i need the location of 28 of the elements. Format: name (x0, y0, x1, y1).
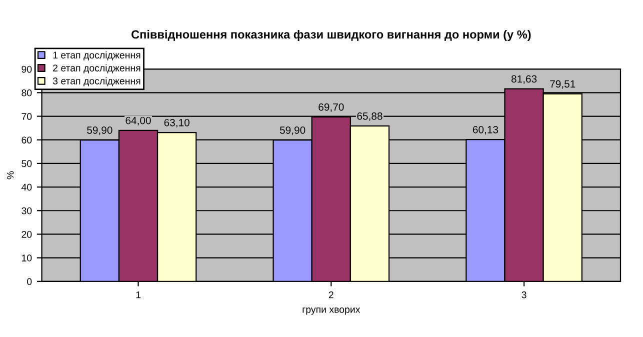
data-label: 59,90 (87, 126, 112, 136)
x-axis-title: групи хворих (302, 308, 360, 315)
y-tick-label: 20 (22, 230, 32, 238)
y-axis-title: % (6, 171, 14, 180)
x-tick-label: 2 (328, 291, 334, 298)
chart-title: Співвідношення показника фази швидкого вигнання до норми (у %) (131, 30, 531, 41)
legend-label: 2 етап дослідження (53, 64, 140, 74)
data-label: 69,70 (318, 103, 344, 112)
y-tick-label: 90 (22, 66, 32, 73)
data-label: 79,51 (550, 80, 576, 89)
y-tick-label: 40 (21, 184, 32, 191)
data-label: 65,88 (357, 112, 382, 121)
legend-label: 1 етап дослідження (53, 51, 140, 60)
y-tick-label: 50 (22, 160, 32, 168)
y-tick-label: 30 (22, 207, 32, 214)
legend-label: 3 етап дослідження (52, 77, 140, 86)
y-tick-label: 0 (27, 278, 32, 286)
y-tick-label: 80 (22, 89, 32, 96)
y-tick-label: 10 (22, 254, 32, 262)
data-label: 81,63 (511, 75, 537, 84)
x-tick-label: 3 (522, 291, 526, 298)
data-label: 63,10 (164, 118, 190, 128)
x-tick-label: 1 (136, 291, 140, 298)
y-tick-label: 70 (22, 113, 32, 120)
data-label: 60,13 (472, 126, 498, 135)
y-tick-label: 60 (22, 136, 32, 144)
data-label: 64,00 (126, 116, 151, 126)
data-label: 59,90 (280, 126, 306, 136)
